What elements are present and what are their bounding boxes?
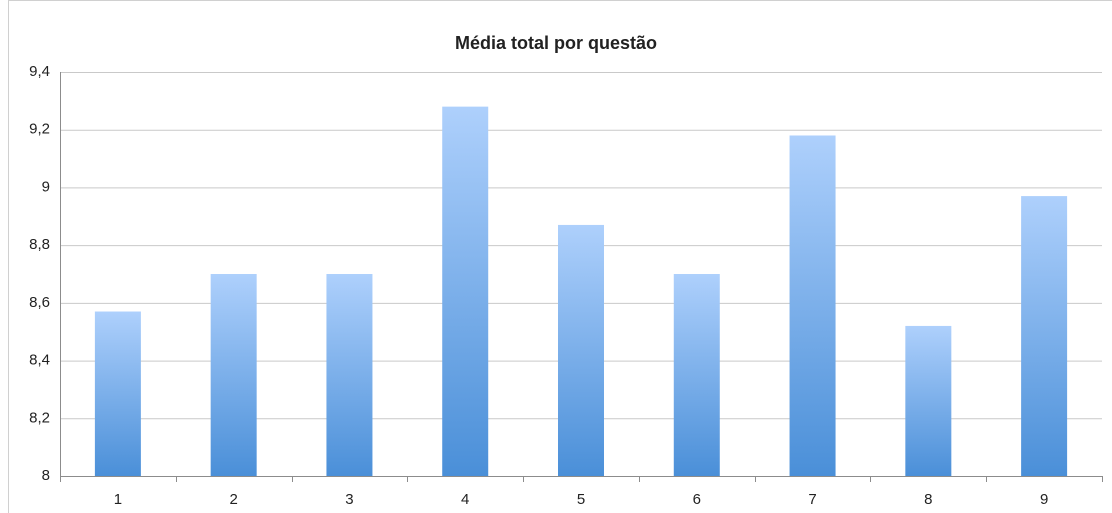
x-tick-label: 6 [693, 491, 701, 508]
y-tick-label: 8,2 [29, 409, 50, 426]
bar [673, 274, 720, 476]
chart-frame [8, 0, 1112, 513]
bar [442, 106, 489, 476]
bar [326, 274, 373, 476]
x-tick-label: 7 [808, 491, 816, 508]
x-tick-label: 4 [461, 491, 469, 508]
x-tick-label: 8 [924, 491, 932, 508]
y-tick-label: 9,4 [29, 63, 50, 80]
x-tick-label: 9 [1040, 491, 1048, 508]
y-tick-label: 9 [42, 178, 50, 195]
y-tick-label: 9,2 [29, 121, 50, 138]
bar [905, 325, 952, 476]
bar [1021, 196, 1068, 477]
chart-title: Média total por questão [455, 33, 657, 53]
bar [789, 135, 836, 476]
x-tick-label: 2 [229, 491, 237, 508]
y-tick-label: 8,4 [29, 352, 50, 369]
bar [558, 224, 604, 476]
x-tick-label: 5 [577, 491, 585, 508]
y-tick-label: 8 [42, 467, 50, 484]
y-tick-label: 8,8 [29, 236, 50, 253]
bar [210, 274, 257, 476]
bar [94, 311, 141, 476]
x-tick-label: 3 [345, 491, 353, 508]
y-tick-label: 8,6 [29, 294, 50, 311]
x-tick-label: 1 [114, 491, 122, 508]
